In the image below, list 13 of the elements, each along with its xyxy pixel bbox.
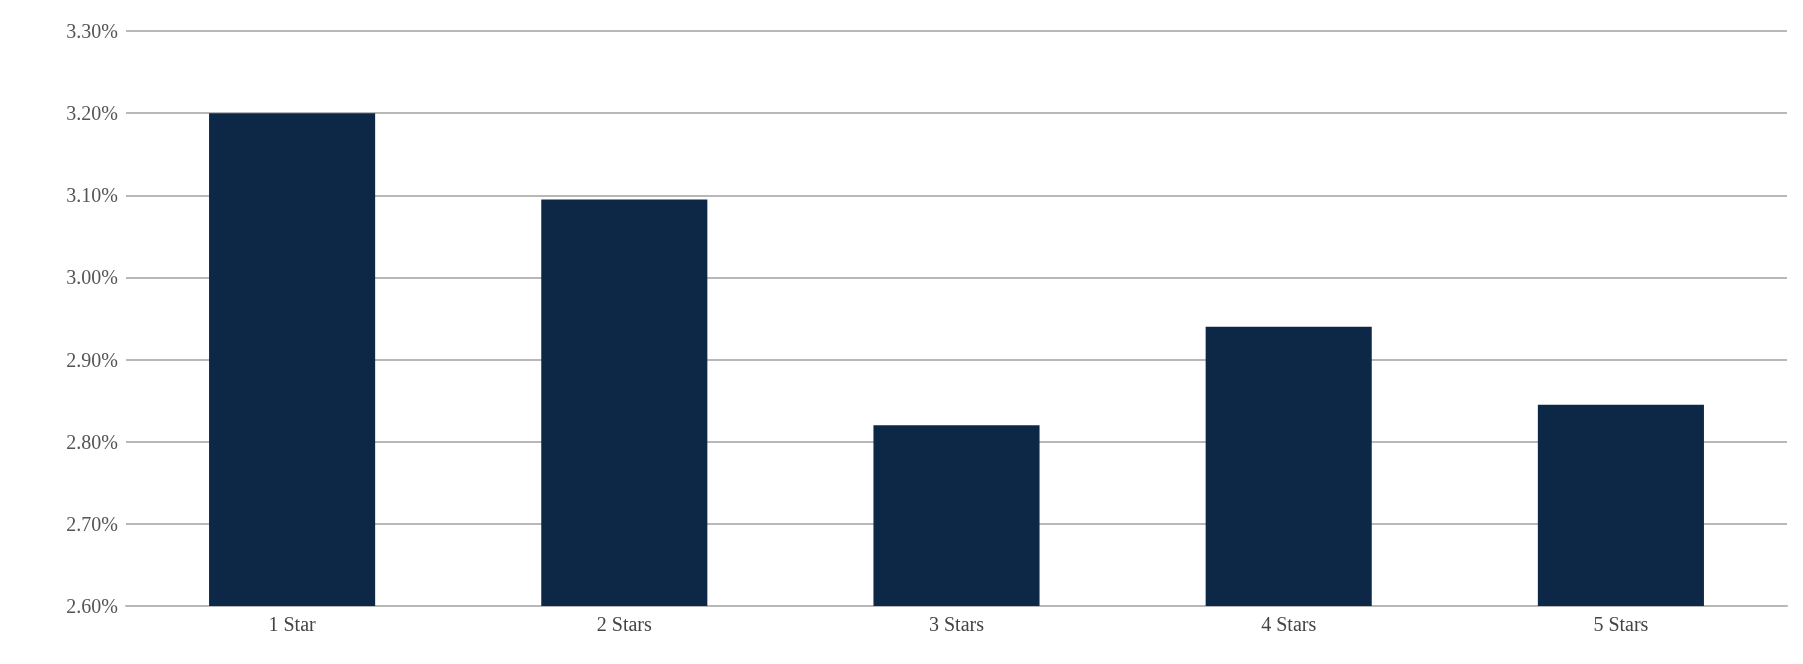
y-tick-label: 2.60% bbox=[66, 595, 118, 617]
x-tick-label: 5 Stars bbox=[1593, 613, 1649, 635]
y-tick-label: 3.10% bbox=[66, 184, 118, 207]
x-tick-label: 1 Star bbox=[268, 613, 317, 635]
x-tick-label: 4 Stars bbox=[1261, 613, 1317, 635]
y-tick-label: 2.70% bbox=[66, 512, 118, 535]
y-tick-label: 2.80% bbox=[66, 430, 118, 453]
y-tick-label: 3.00% bbox=[66, 266, 118, 289]
y-tick-label: 3.30% bbox=[66, 20, 118, 42]
x-tick-label: 2 Stars bbox=[596, 613, 653, 635]
y-tick-label: 2.90% bbox=[66, 348, 118, 371]
x-tick-label: 3 Stars bbox=[929, 613, 985, 635]
y-tick-label: 3.20% bbox=[66, 102, 118, 125]
